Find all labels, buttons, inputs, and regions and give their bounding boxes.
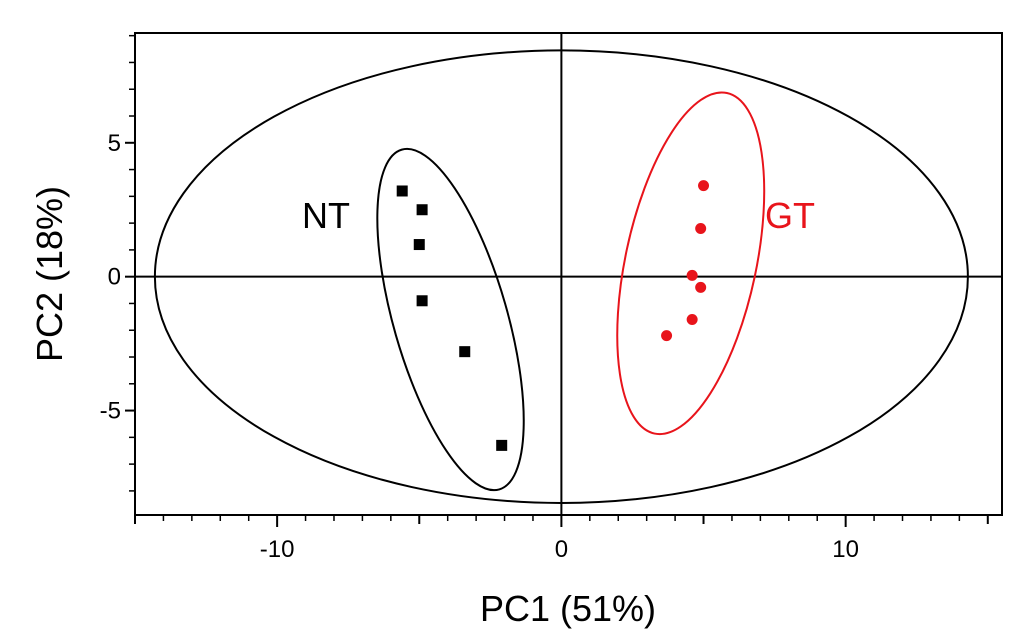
group-label-nt: NT [302,195,350,236]
hotelling-ellipse [153,49,969,504]
data-point-nt [416,204,428,216]
x-tick-label: -10 [260,536,295,563]
x-axis: -10 0 10 [134,515,989,563]
y-tick-label: 5 [108,130,121,157]
y-axis: -5 0 5 [100,34,135,492]
data-point-gt [661,330,673,342]
data-point-gt [698,180,710,192]
data-point-gt [686,314,698,326]
confidence-ellipse [153,49,969,504]
data-point-nt [496,439,508,451]
group-ellipse-gt [616,91,766,436]
data-point-nt [413,239,425,251]
group-label-gt: GT [765,195,815,236]
data-point-gt [686,269,698,281]
group-ellipse-nt [376,147,525,492]
plot-frame [134,32,1003,516]
x-tick-label: 10 [832,536,859,563]
group-labels: NT GT [302,195,815,236]
y-tick-label: 0 [108,264,121,291]
data-point-gt [695,222,707,234]
x-axis-title: PC1 (51%) [480,588,656,629]
data-points [396,180,710,451]
data-point-nt [416,295,428,307]
y-tick-label: -5 [100,398,121,425]
data-point-gt [695,281,707,293]
x-tick-label: 0 [555,536,568,563]
group-ellipses [376,91,766,492]
data-point-nt [396,185,408,197]
data-point-nt [459,346,471,358]
y-axis-title: PC2 (18%) [29,186,70,362]
reference-lines [135,33,1002,515]
